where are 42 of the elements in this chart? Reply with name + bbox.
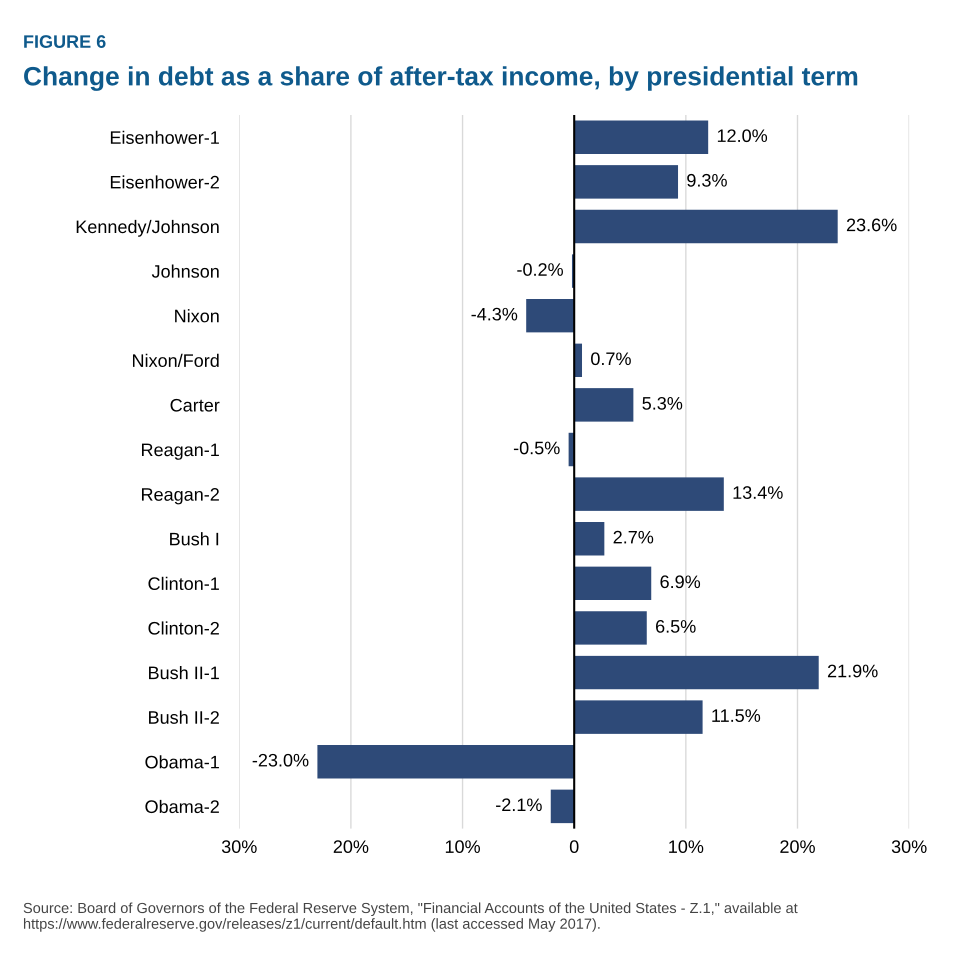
data-label: 21.9% [828, 664, 878, 678]
data-label: -0.2% [517, 263, 563, 276]
data-label: 9.3% [687, 174, 727, 187]
y-tick-label: Clinton-1 [148, 576, 219, 590]
x-tick-label: 20% [780, 840, 815, 854]
data-label: 0.7% [591, 352, 631, 366]
x-tick-label: 30% [222, 840, 257, 854]
y-tick-label: Eisenhower-1 [110, 130, 219, 144]
y-tick-label: Reagan-2 [142, 488, 219, 504]
y-tick-label: Obama-2 [145, 800, 219, 814]
data-label: 2.7% [614, 530, 654, 544]
y-tick-label: Clinton-2 [148, 621, 219, 635]
data-label: 11.5% [712, 709, 760, 722]
x-tick-label: 10% [669, 840, 704, 854]
data-label: 23.6% [846, 218, 897, 232]
y-tick-label: Bush II-2 [149, 710, 219, 724]
y-tick-label: Eisenhower-2 [110, 175, 219, 189]
data-label: -0.5% [514, 442, 560, 454]
data-label: -2.1% [496, 798, 542, 812]
x-tick-label: 0 [570, 840, 579, 854]
y-tick-label: Nixon/Ford [132, 354, 219, 368]
data-label: 5.3% [642, 396, 682, 410]
data-label: 6.5% [656, 620, 696, 633]
data-label: 12.0% [718, 129, 768, 142]
x-tick-label: 10% [446, 840, 480, 854]
y-tick-label: Kennedy/Johnson [76, 220, 219, 237]
x-tick-label: 30% [892, 840, 927, 854]
source-note: Source: Board of Governors of the Federal Reserve System, "Financial Accounts of the United States - Z.1," available at https://www.federalreserve.gov/releases/z1/current/default.htm (last accessed May 2017). [24, 902, 798, 932]
data-label: -4.3% [471, 308, 518, 321]
y-tick-label: Johnson [152, 264, 219, 278]
y-tick-label: Obama-1 [145, 755, 219, 768]
data-label: -23.0% [252, 754, 308, 767]
data-label: 13.4% [734, 486, 783, 499]
y-tick-label: Bush II-1 [149, 666, 219, 680]
chart-title: Change in debt as a share of after-tax income, by presidential term [24, 66, 858, 91]
text: FIGURE 6 [24, 35, 106, 48]
y-tick-label: Carter [170, 398, 220, 412]
x-tick-label: 20% [334, 840, 368, 854]
data-label: 6.9% [660, 575, 700, 588]
y-tick-label: Nixon [175, 309, 219, 322]
y-tick-label: Bush I [170, 532, 218, 546]
y-tick-label: Reagan-1 [142, 444, 219, 460]
